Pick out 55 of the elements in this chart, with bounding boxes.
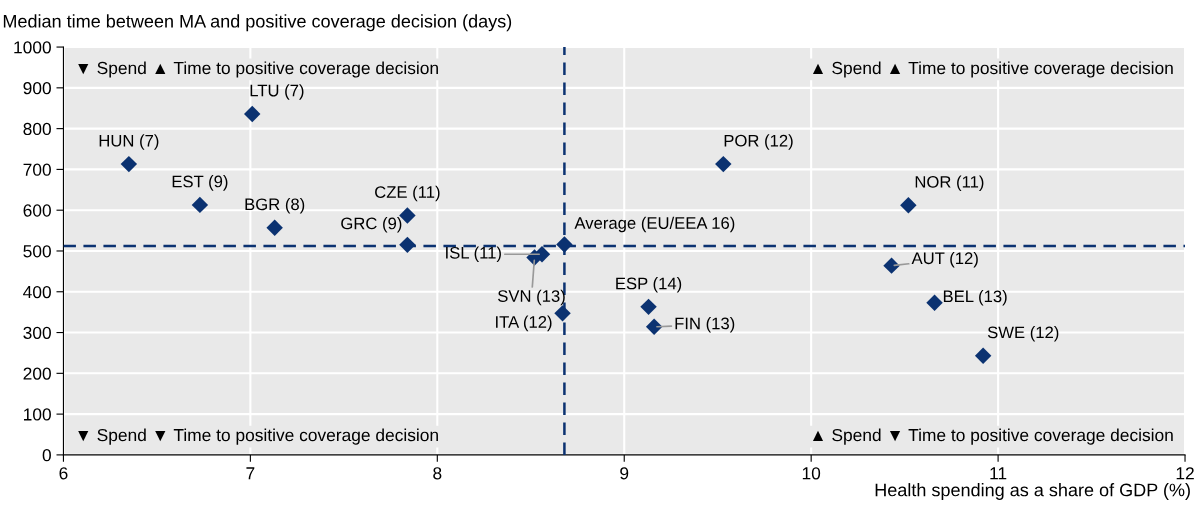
annotation: ▲ Spend ▲ Time to positive coverage decision bbox=[812, 61, 1173, 78]
point bbox=[266, 219, 283, 236]
annotation: POR (12) bbox=[724, 134, 793, 150]
point bbox=[120, 155, 138, 173]
point bbox=[645, 318, 663, 336]
annotation: CZE (11) bbox=[375, 185, 440, 202]
y-tick-label: 100 bbox=[24, 408, 51, 421]
annotation: AUT (12) bbox=[911, 251, 978, 268]
point bbox=[900, 197, 917, 214]
annotation: BGR (8) bbox=[245, 197, 305, 214]
annotation: ▼ Spend ▲ Time to positive coverage decision bbox=[78, 61, 438, 78]
annotation: SVN (13) bbox=[498, 289, 565, 306]
y-tick-label: 800 bbox=[23, 122, 51, 136]
point bbox=[399, 236, 416, 254]
point bbox=[926, 294, 943, 311]
x-tick-label: 7 bbox=[246, 467, 255, 480]
point bbox=[191, 196, 209, 214]
annotation: HUN (7) bbox=[99, 134, 159, 150]
point bbox=[554, 305, 571, 322]
y-tick-label: 0 bbox=[42, 449, 51, 462]
point bbox=[244, 105, 261, 123]
annotation: ▲ Spend ▼ Time to positive coverage decision bbox=[812, 428, 1173, 445]
annotation: BEL (13) bbox=[943, 290, 1007, 306]
annotation: ▼ Spend ▼ Time to positive coverage decision bbox=[78, 428, 438, 445]
y-tick-label: 900 bbox=[23, 82, 51, 95]
annotation: ISL (11) bbox=[446, 246, 501, 262]
y-tick-label: 700 bbox=[23, 163, 51, 176]
point bbox=[883, 257, 900, 274]
y-tick-label: 200 bbox=[23, 367, 51, 380]
annotation: FIN (13) bbox=[675, 317, 735, 333]
point bbox=[556, 236, 573, 253]
annotation: ESP (14) bbox=[616, 277, 682, 293]
annotation: NOR (11) bbox=[915, 175, 984, 192]
y-tick-label: 500 bbox=[23, 245, 51, 258]
annotation: EST (9) bbox=[172, 175, 228, 191]
x-tick-label: 10 bbox=[802, 467, 821, 480]
annotation: ITA (12) bbox=[496, 315, 552, 332]
y-tick-label: 600 bbox=[23, 204, 51, 217]
x-tick-label: 8 bbox=[433, 467, 442, 480]
x-tick-label: 12 bbox=[1176, 467, 1194, 480]
annotation: SWE (12) bbox=[987, 326, 1059, 342]
x-axis-title: Health spending as a share of GDP (%) bbox=[875, 483, 1190, 500]
y-tick-label: 400 bbox=[23, 285, 51, 299]
point bbox=[715, 155, 732, 173]
x-tick-label: 6 bbox=[59, 467, 68, 480]
point bbox=[640, 298, 657, 316]
x-tick-label: 11 bbox=[990, 467, 1007, 480]
point bbox=[974, 347, 992, 365]
y-axis-title: Median time between MA and positive coverage decision (days) bbox=[3, 14, 512, 32]
y-tick-label: 300 bbox=[23, 326, 51, 339]
y-tick-label: 1000 bbox=[14, 41, 51, 54]
annotation: Average (EU/EEA 16) bbox=[574, 216, 735, 233]
annotation: GRC (9) bbox=[341, 217, 402, 233]
annotation: LTU (7) bbox=[250, 84, 304, 100]
x-tick-label: 9 bbox=[620, 467, 629, 480]
